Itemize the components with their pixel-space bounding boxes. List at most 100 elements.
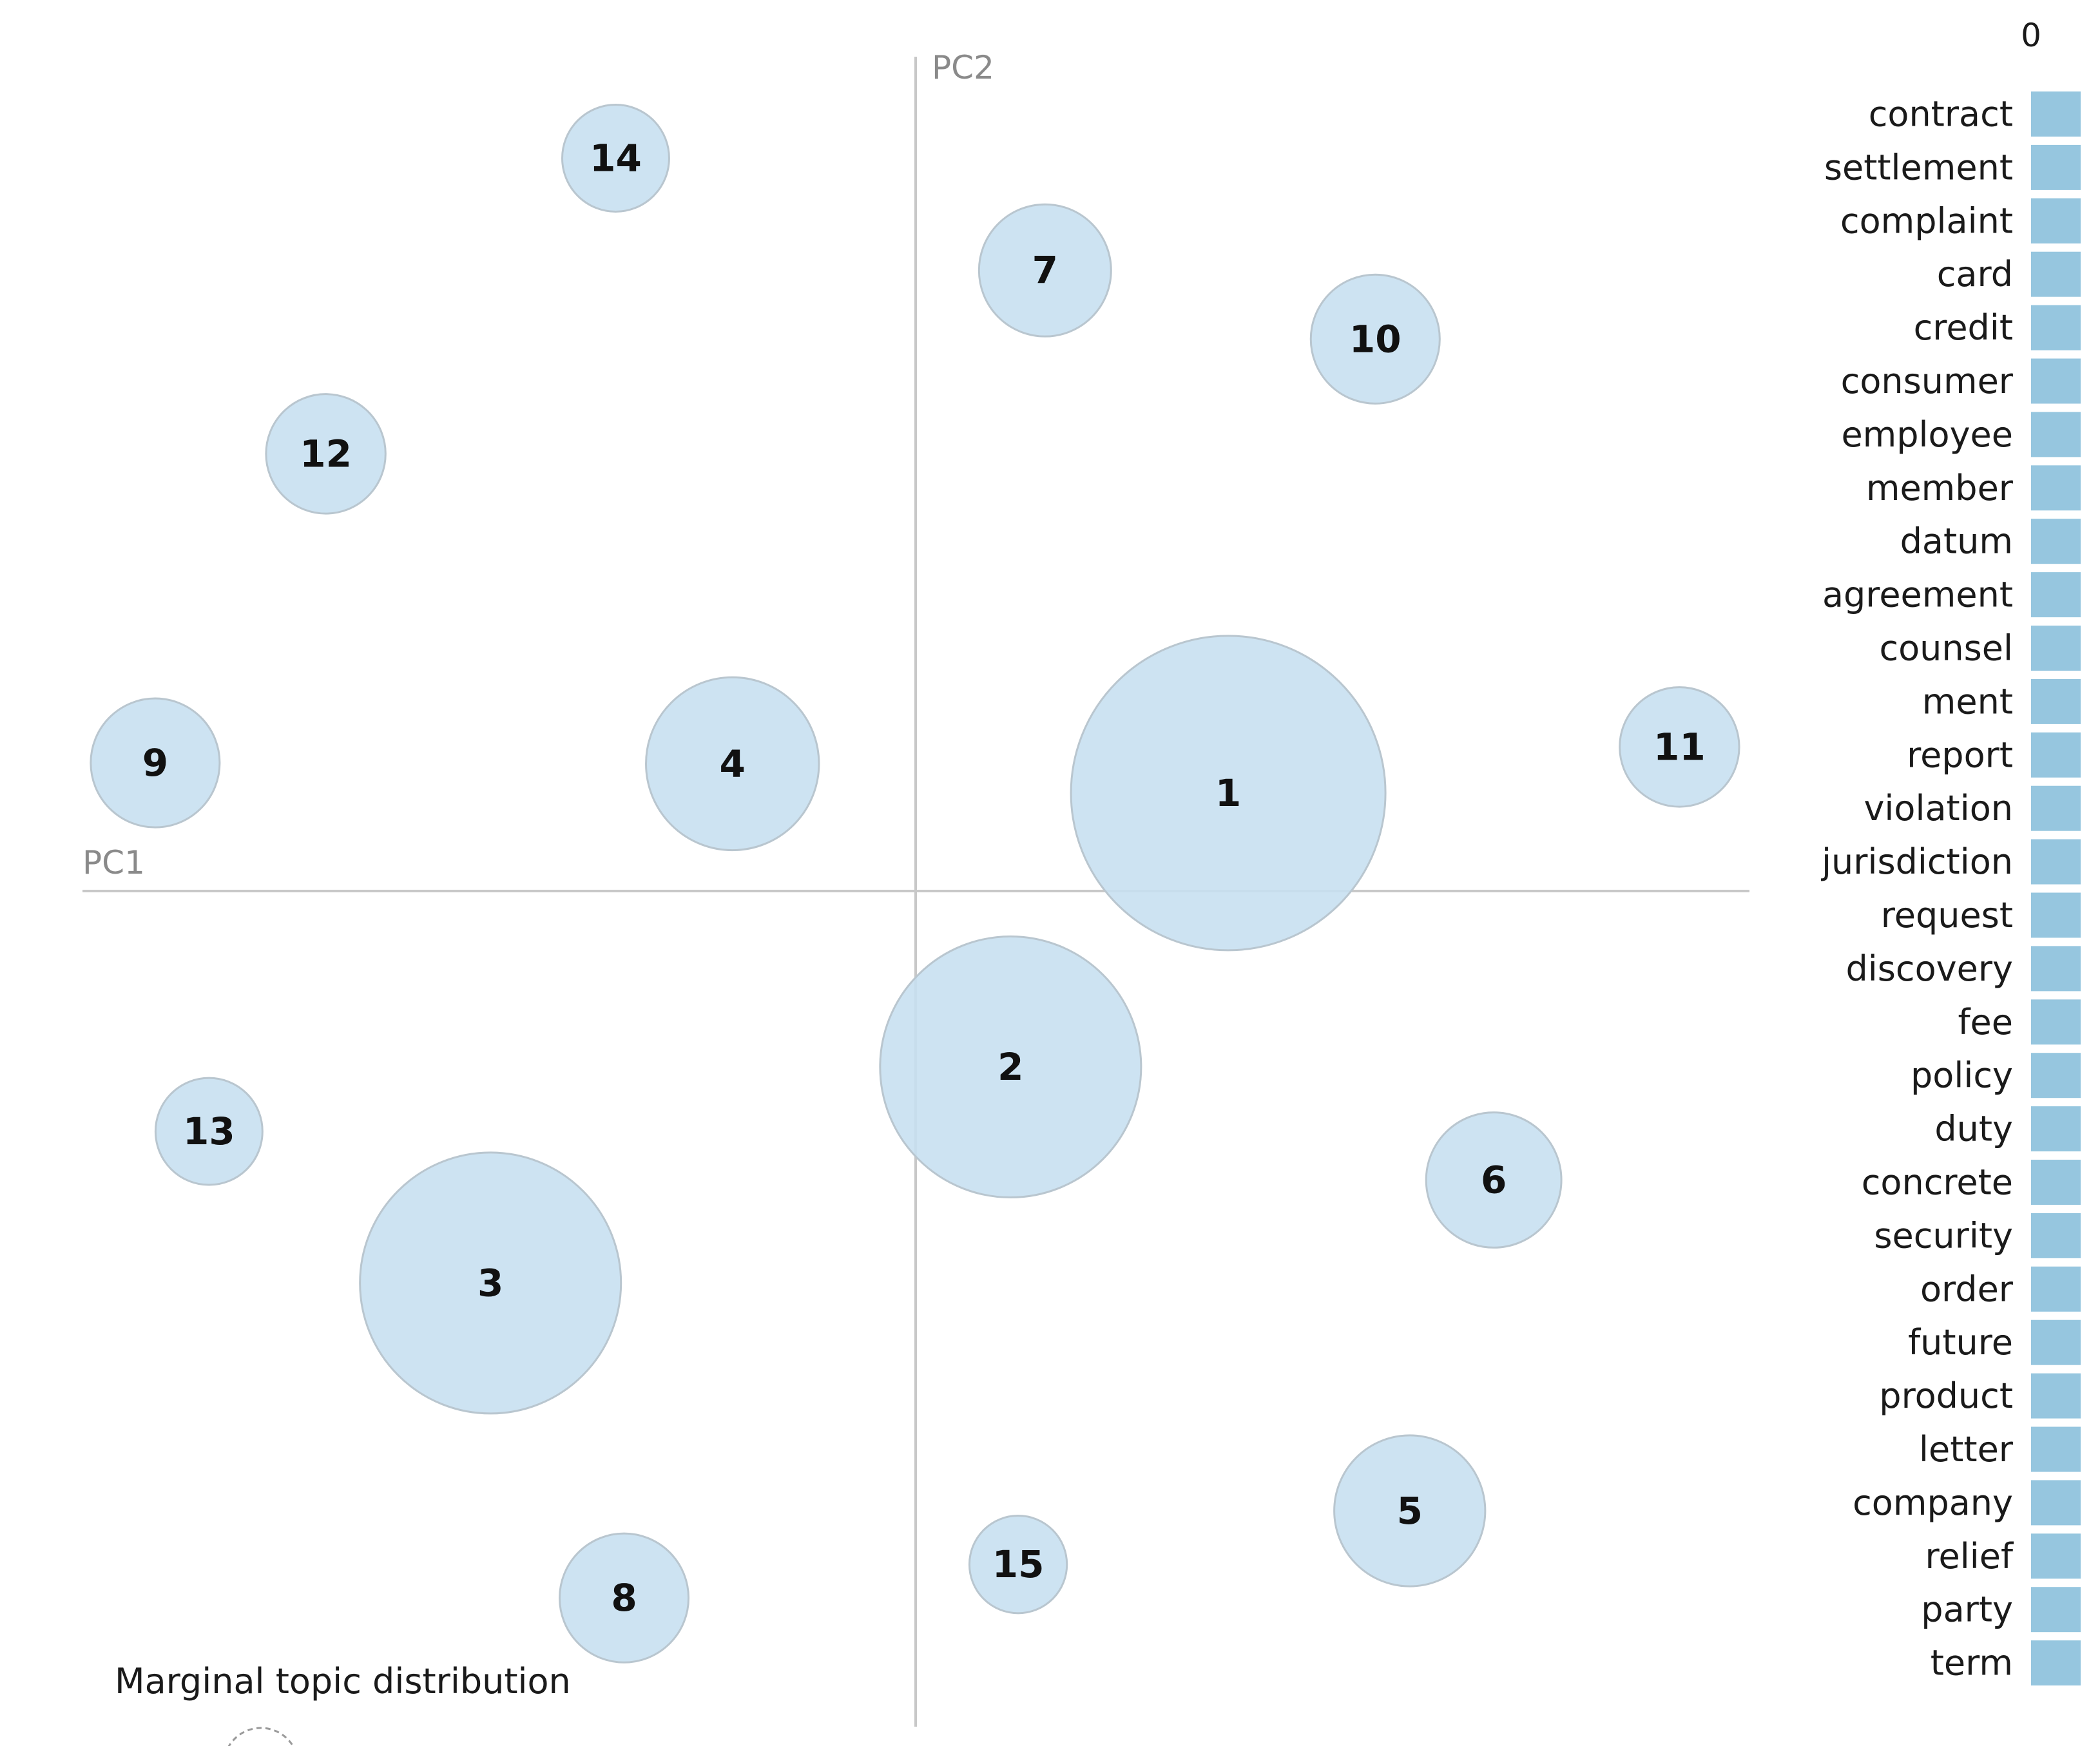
term-bar-agreement[interactable] bbox=[2031, 572, 2081, 618]
term-label-ment: ment bbox=[1922, 681, 2013, 722]
term-bar-card[interactable] bbox=[2031, 251, 2081, 297]
term-label-term: term bbox=[1931, 1643, 2013, 1684]
term-bar-concrete[interactable] bbox=[2031, 1160, 2081, 1205]
topic-label-7[interactable]: 7 bbox=[1032, 249, 1058, 293]
term-label-party: party bbox=[1921, 1589, 2013, 1630]
topic-bubble-15[interactable] bbox=[968, 1515, 1068, 1615]
term-bar-order[interactable] bbox=[2031, 1266, 2081, 1312]
topic-label-3[interactable]: 3 bbox=[477, 1261, 503, 1305]
term-bar-violation[interactable] bbox=[2031, 785, 2081, 831]
term-label-jurisdiction: jurisdiction bbox=[1821, 841, 2013, 882]
topic-label-1[interactable]: 1 bbox=[1215, 771, 1241, 815]
term-label-contract: contract bbox=[1869, 94, 2013, 135]
term-label-letter: letter bbox=[1919, 1429, 2014, 1470]
topic-label-2[interactable]: 2 bbox=[997, 1045, 1023, 1089]
topic-bubble-10[interactable] bbox=[1309, 273, 1441, 405]
term-bar-ment[interactable] bbox=[2031, 678, 2081, 724]
topic-bubble-3[interactable] bbox=[359, 1151, 622, 1415]
topic-bubble-9[interactable] bbox=[90, 697, 221, 829]
marginal-legend-circle bbox=[227, 1727, 294, 1746]
topic-bubble-12[interactable] bbox=[265, 393, 387, 515]
term-label-datum: datum bbox=[1900, 521, 2013, 562]
term-bar-future[interactable] bbox=[2031, 1319, 2081, 1365]
term-bar-employee[interactable] bbox=[2031, 412, 2081, 457]
topic-bubble-4[interactable] bbox=[645, 676, 820, 852]
term-label-counsel: counsel bbox=[1879, 628, 2013, 669]
term-label-concrete: concrete bbox=[1862, 1162, 2013, 1203]
topic-label-13[interactable]: 13 bbox=[183, 1109, 235, 1153]
topic-bubble-7[interactable] bbox=[978, 203, 1112, 338]
term-label-future: future bbox=[1908, 1322, 2013, 1363]
term-label-agreement: agreement bbox=[1822, 575, 2013, 615]
term-label-violation: violation bbox=[1864, 788, 2013, 829]
term-bar-member[interactable] bbox=[2031, 465, 2081, 511]
topic-label-11[interactable]: 11 bbox=[1653, 725, 1706, 769]
term-label-complaint: complaint bbox=[1840, 200, 2013, 241]
term-label-duty: duty bbox=[1934, 1109, 2013, 1149]
term-bar-datum[interactable] bbox=[2031, 519, 2081, 564]
pca-axes: PC2 PC1 bbox=[82, 49, 1749, 1727]
term-label-company: company bbox=[1853, 1482, 2013, 1523]
term-bar-party[interactable] bbox=[2031, 1587, 2081, 1633]
term-label-order: order bbox=[1920, 1269, 2014, 1309]
term-bar-request[interactable] bbox=[2031, 892, 2081, 938]
term-label-discovery: discovery bbox=[1846, 948, 2013, 989]
pc2-axis-label: PC2 bbox=[932, 49, 994, 86]
term-bar-jurisdiction[interactable] bbox=[2031, 839, 2081, 885]
term-bar-fee[interactable] bbox=[2031, 999, 2081, 1045]
term-bar-complaint[interactable] bbox=[2031, 198, 2081, 244]
topic-bubble-5[interactable] bbox=[1333, 1434, 1487, 1588]
term-bar-settlement[interactable] bbox=[2031, 144, 2081, 190]
term-bar-relief[interactable] bbox=[2031, 1533, 2081, 1579]
term-bar-contract[interactable] bbox=[2031, 91, 2081, 137]
term-bar-duty[interactable] bbox=[2031, 1106, 2081, 1152]
topic-label-4[interactable]: 4 bbox=[720, 742, 746, 785]
term-label-report: report bbox=[1907, 734, 2013, 775]
topic-label-5[interactable]: 5 bbox=[1397, 1489, 1423, 1533]
topic-bubble-6[interactable] bbox=[1425, 1111, 1563, 1249]
marginal-topic-distribution: Marginal topic distribution bbox=[115, 1661, 571, 1746]
term-label-card: card bbox=[1937, 254, 2013, 294]
topic-label-12[interactable]: 12 bbox=[300, 432, 352, 475]
topic-bubble-2[interactable] bbox=[879, 935, 1142, 1199]
topic-bubble-8[interactable] bbox=[558, 1532, 690, 1664]
bar-scale-zero-label: 0 bbox=[2021, 17, 2041, 54]
term-label-relief: relief bbox=[1925, 1536, 2014, 1577]
term-label-request: request bbox=[1881, 895, 2013, 935]
term-bar-report[interactable] bbox=[2031, 732, 2081, 778]
term-bar-chart: 0 contract settlement complaint card credit c… bbox=[1821, 17, 2081, 1686]
term-bar-letter[interactable] bbox=[2031, 1426, 2081, 1472]
topic-bubble-11[interactable] bbox=[1619, 686, 1740, 808]
topic-label-9[interactable]: 9 bbox=[142, 741, 168, 785]
term-label-credit: credit bbox=[1914, 307, 2013, 348]
term-bar-consumer[interactable] bbox=[2031, 358, 2081, 404]
topic-bubble-13[interactable] bbox=[154, 1077, 264, 1186]
term-label-settlement: settlement bbox=[1824, 147, 2013, 187]
term-label-fee: fee bbox=[1958, 1002, 2013, 1042]
term-label-employee: employee bbox=[1841, 414, 2013, 455]
term-label-security: security bbox=[1874, 1215, 2013, 1256]
term-bar-credit[interactable] bbox=[2031, 305, 2081, 350]
term-label-product: product bbox=[1879, 1376, 2013, 1416]
term-label-policy: policy bbox=[1911, 1055, 2013, 1096]
topic-bubble-1[interactable] bbox=[1070, 635, 1387, 952]
topic-label-6[interactable]: 6 bbox=[1481, 1158, 1507, 1202]
term-bar-term[interactable] bbox=[2031, 1640, 2081, 1686]
term-bar-product[interactable] bbox=[2031, 1373, 2081, 1419]
term-bar-policy[interactable] bbox=[2031, 1053, 2081, 1098]
pc1-axis-label: PC1 bbox=[82, 844, 145, 881]
term-bar-company[interactable] bbox=[2031, 1480, 2081, 1526]
topic-label-14[interactable]: 14 bbox=[590, 137, 642, 180]
marginal-legend-title: Marginal topic distribution bbox=[115, 1661, 571, 1702]
topic-bubble-14[interactable] bbox=[561, 104, 670, 213]
term-bar-counsel[interactable] bbox=[2031, 626, 2081, 671]
term-bar-discovery[interactable] bbox=[2031, 946, 2081, 992]
topic-label-8[interactable]: 8 bbox=[611, 1576, 637, 1620]
term-label-consumer: consumer bbox=[1841, 361, 2014, 401]
topic-label-10[interactable]: 10 bbox=[1349, 317, 1402, 361]
topic-label-15[interactable]: 15 bbox=[992, 1542, 1045, 1586]
term-label-member: member bbox=[1866, 468, 2014, 508]
term-bar-security[interactable] bbox=[2031, 1213, 2081, 1258]
